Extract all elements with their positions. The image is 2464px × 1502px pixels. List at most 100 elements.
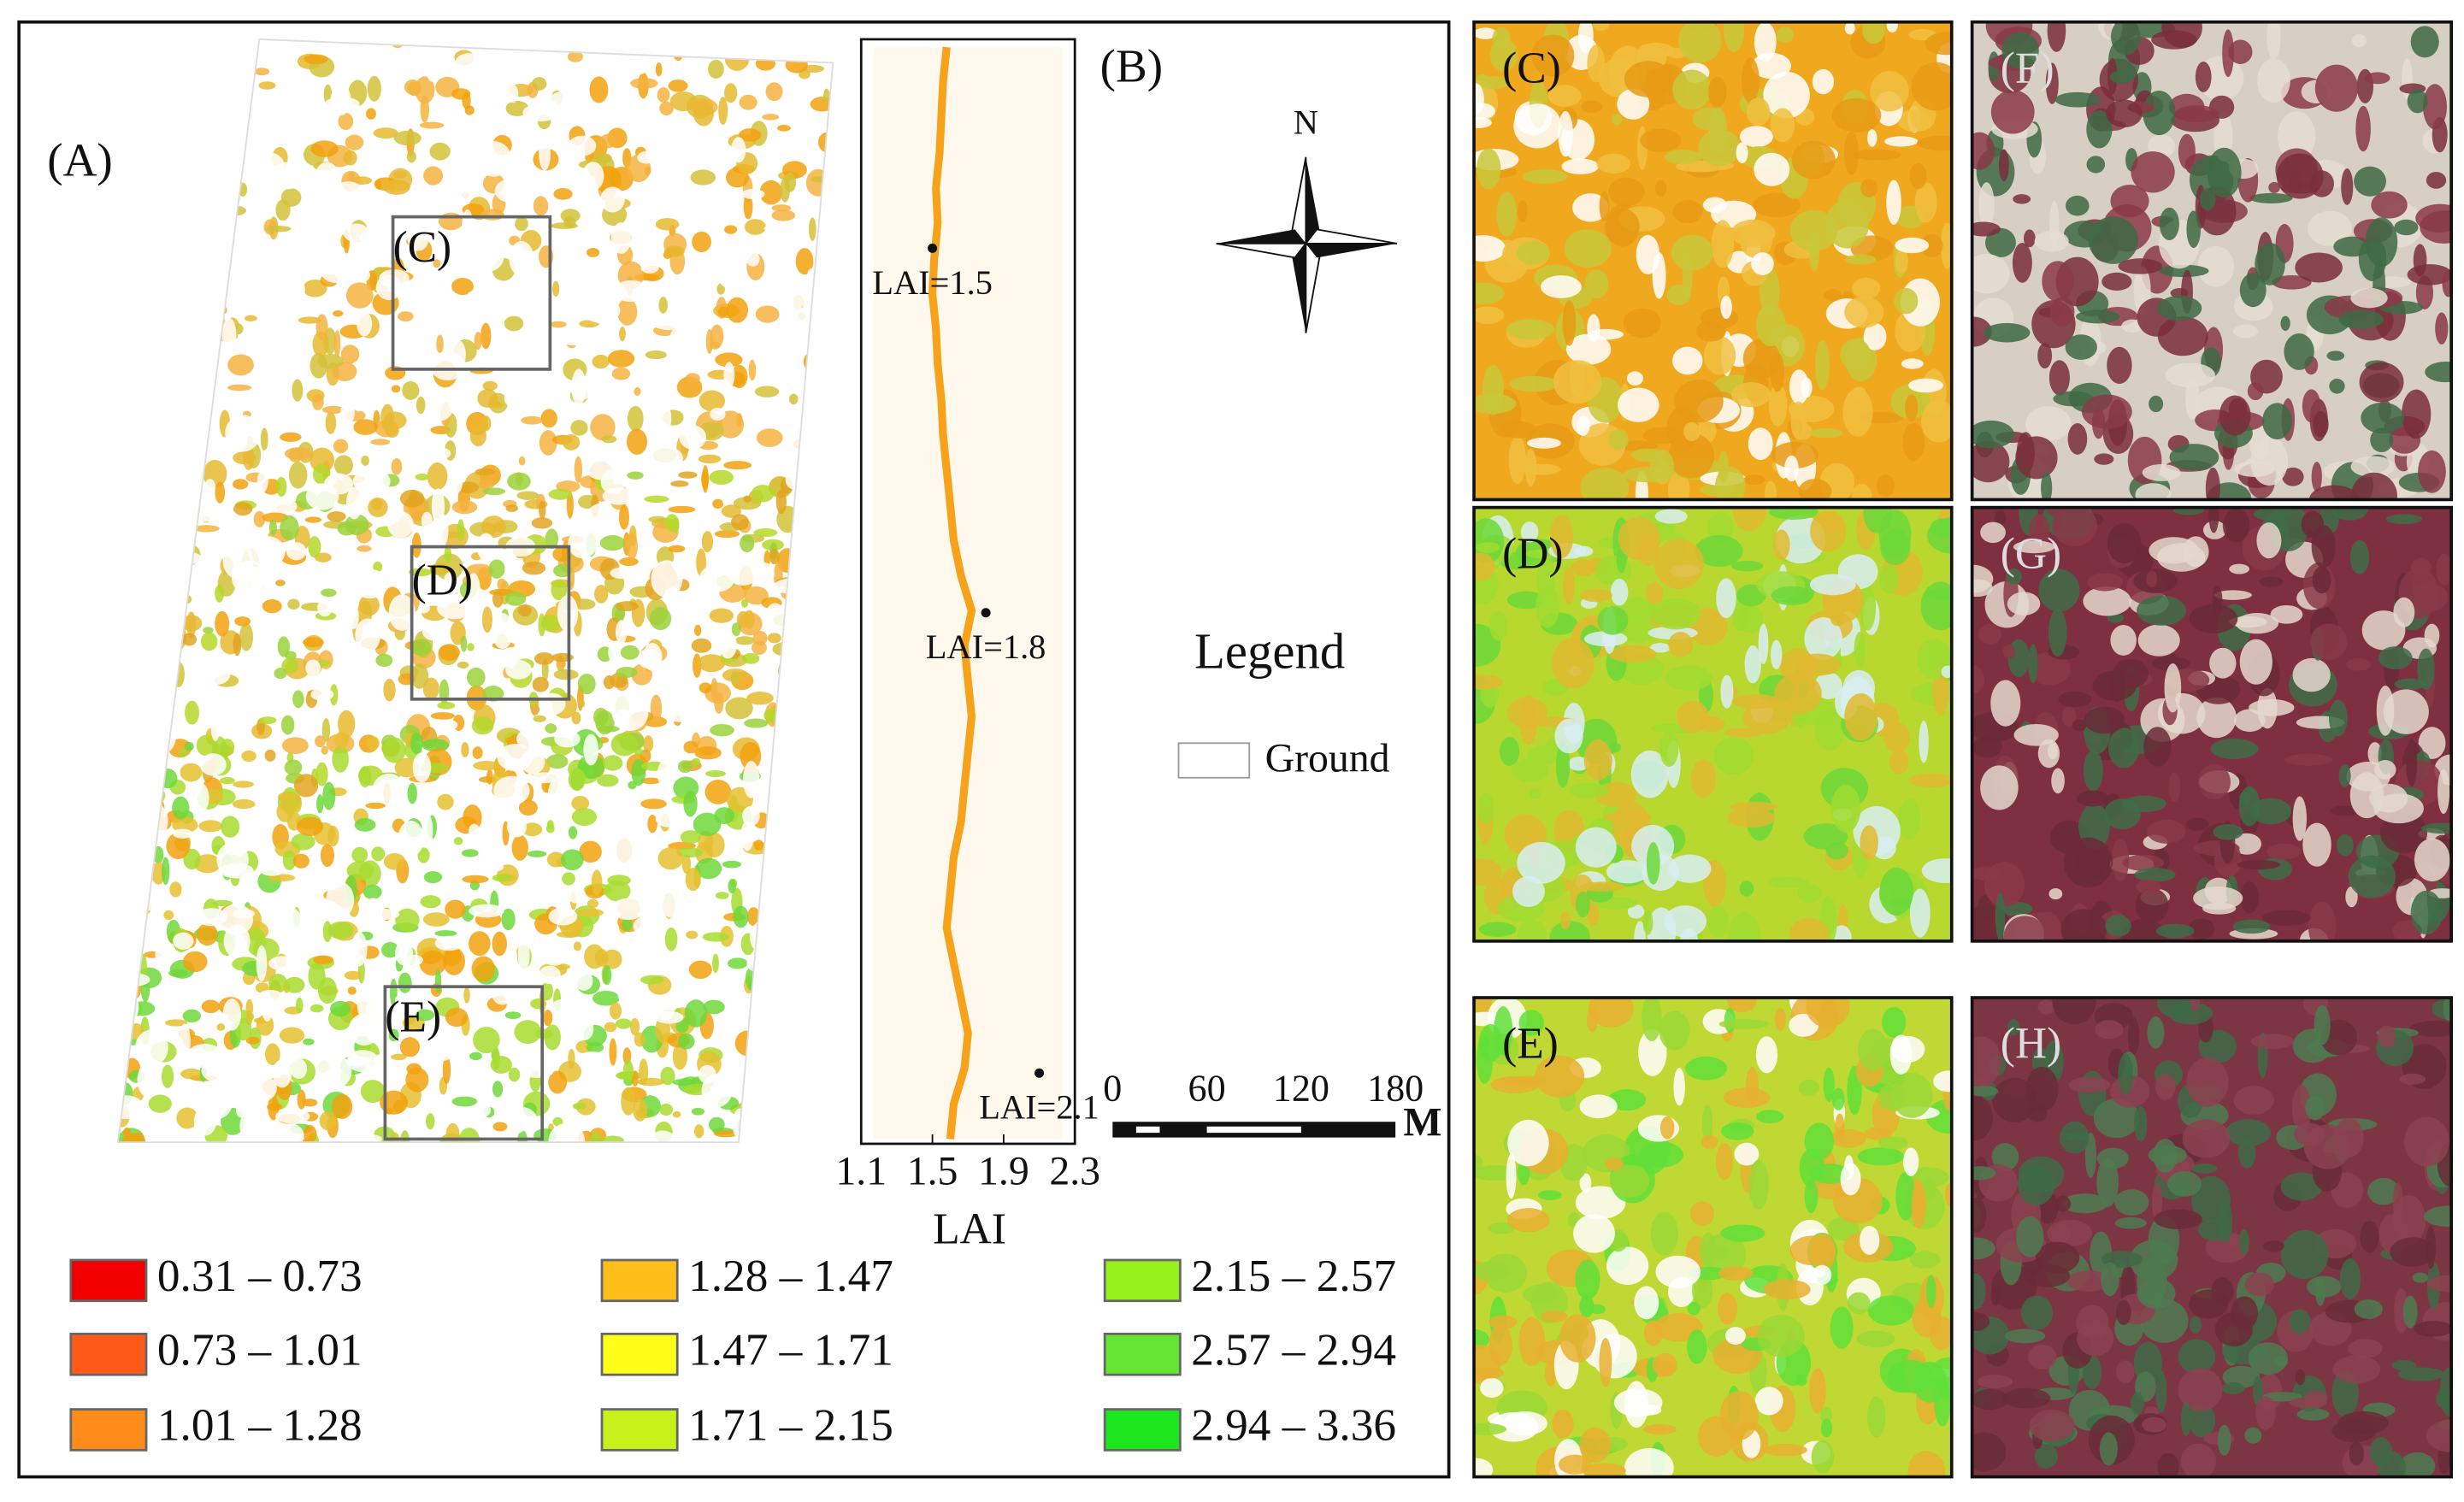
texture bbox=[494, 179, 526, 203]
texture bbox=[651, 560, 683, 598]
texture bbox=[280, 715, 295, 735]
texture bbox=[540, 409, 557, 428]
texture bbox=[2003, 916, 2048, 941]
texture bbox=[804, 938, 830, 946]
texture bbox=[1506, 1208, 1550, 1233]
texture bbox=[806, 1025, 828, 1042]
texture bbox=[693, 624, 702, 637]
texture bbox=[133, 215, 155, 242]
texture bbox=[2120, 918, 2167, 941]
texture bbox=[2172, 507, 2204, 515]
texture bbox=[787, 606, 796, 624]
texture bbox=[630, 1017, 640, 1036]
texture bbox=[1744, 645, 1761, 684]
texture bbox=[394, 994, 412, 1005]
texture bbox=[643, 735, 654, 753]
texture bbox=[2329, 378, 2345, 394]
detail-frame bbox=[1970, 505, 2454, 943]
texture bbox=[640, 798, 667, 810]
texture bbox=[2154, 1209, 2202, 1229]
texture bbox=[119, 570, 139, 593]
texture bbox=[650, 1130, 675, 1143]
texture bbox=[140, 1081, 158, 1093]
texture bbox=[1630, 750, 1669, 798]
texture bbox=[709, 469, 734, 486]
texture bbox=[2028, 644, 2038, 684]
texture bbox=[610, 1002, 622, 1020]
texture bbox=[1659, 1116, 1675, 1140]
texture bbox=[184, 741, 194, 751]
texture bbox=[620, 645, 640, 660]
texture bbox=[2238, 1228, 2249, 1255]
texture bbox=[827, 409, 834, 421]
legend-title: Legend bbox=[1194, 624, 1345, 680]
texture bbox=[1858, 1028, 1889, 1071]
texture bbox=[309, 352, 327, 379]
texture bbox=[1474, 116, 1492, 128]
texture bbox=[2294, 1122, 2325, 1146]
texture bbox=[472, 746, 483, 759]
texture bbox=[1734, 1142, 1760, 1166]
texture bbox=[2122, 854, 2164, 871]
texture bbox=[2437, 769, 2450, 815]
texture bbox=[1998, 149, 2009, 181]
texture bbox=[1798, 479, 1832, 500]
texture bbox=[801, 640, 817, 660]
texture bbox=[504, 1011, 522, 1020]
texture bbox=[222, 235, 230, 258]
texture bbox=[767, 633, 781, 644]
texture bbox=[280, 188, 302, 207]
texture bbox=[718, 96, 728, 125]
texture bbox=[363, 884, 382, 900]
texture bbox=[368, 498, 388, 518]
texture bbox=[391, 385, 401, 393]
texture bbox=[1508, 436, 1527, 485]
texture bbox=[1499, 421, 1537, 439]
texture bbox=[633, 916, 660, 937]
texture bbox=[610, 733, 639, 757]
texture bbox=[1474, 998, 1493, 1015]
texture bbox=[421, 739, 450, 752]
texture bbox=[219, 777, 235, 785]
texture bbox=[179, 209, 215, 233]
texture bbox=[2334, 1117, 2364, 1157]
texture bbox=[142, 803, 168, 839]
texture bbox=[317, 598, 333, 617]
texture bbox=[2418, 450, 2446, 493]
texture bbox=[2244, 1427, 2262, 1444]
texture bbox=[657, 87, 670, 103]
texture bbox=[1972, 665, 1985, 694]
texture bbox=[646, 359, 669, 372]
texture bbox=[1580, 468, 1630, 500]
texture bbox=[507, 472, 531, 491]
texture bbox=[1864, 1127, 1893, 1140]
texture bbox=[753, 528, 778, 537]
texture bbox=[655, 218, 680, 231]
texture bbox=[131, 621, 158, 641]
texture bbox=[733, 905, 749, 928]
texture bbox=[2122, 795, 2166, 813]
texture bbox=[126, 381, 140, 397]
texture bbox=[748, 359, 757, 381]
texture bbox=[1672, 69, 1712, 110]
texture bbox=[182, 1009, 201, 1023]
texture bbox=[1927, 517, 1952, 554]
texture bbox=[143, 591, 155, 616]
texture bbox=[613, 831, 635, 867]
texture bbox=[1568, 782, 1610, 798]
texture bbox=[751, 485, 775, 503]
texture bbox=[2267, 21, 2281, 60]
texture bbox=[225, 175, 234, 190]
class-swatch bbox=[69, 1258, 148, 1303]
texture bbox=[438, 644, 460, 661]
texture bbox=[168, 182, 195, 197]
texture bbox=[733, 497, 762, 510]
texture bbox=[1584, 269, 1609, 299]
texture bbox=[508, 84, 519, 103]
texture bbox=[722, 860, 742, 869]
texture bbox=[1847, 1292, 1871, 1315]
texture bbox=[461, 741, 469, 757]
texture bbox=[180, 615, 203, 632]
texture bbox=[762, 114, 780, 121]
texture bbox=[117, 564, 121, 574]
